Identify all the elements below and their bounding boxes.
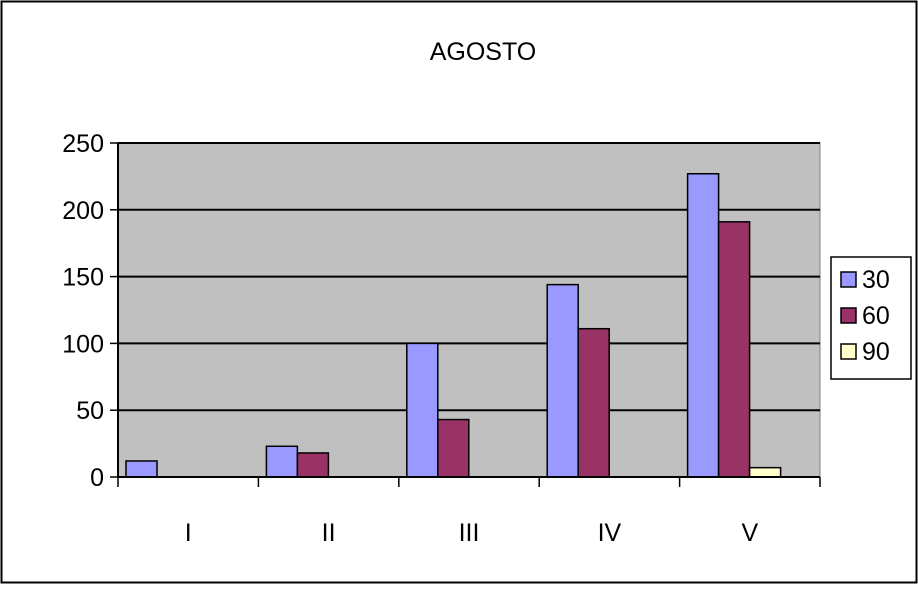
x-tick-label: II: [322, 519, 336, 547]
x-tick-label: III: [459, 519, 480, 547]
y-tick-label: 0: [90, 464, 104, 492]
legend-label-90: 90: [862, 338, 890, 366]
bar-60-V: [719, 222, 750, 477]
bar-60-IV: [578, 329, 609, 477]
y-tick-label: 50: [76, 397, 104, 425]
bar-30-IV: [547, 285, 578, 477]
legend-label-30: 30: [862, 266, 890, 294]
x-tick-label: IV: [598, 519, 622, 547]
bar-30-V: [688, 174, 719, 477]
bar-30-III: [407, 343, 438, 477]
bar-30-II: [266, 446, 297, 477]
legend-swatch-30: [841, 272, 856, 287]
bar-60-II: [297, 453, 328, 477]
y-tick-label: 150: [62, 264, 104, 292]
y-tick-label: 200: [62, 197, 104, 225]
bar-90-V: [750, 468, 781, 477]
x-tick-label: I: [185, 519, 192, 547]
y-tick-label: 100: [62, 330, 104, 358]
legend: 30 60 90: [831, 257, 911, 379]
legend-swatch-60: [841, 308, 856, 323]
bar-30-I: [126, 461, 157, 477]
legend-label-60: 60: [862, 302, 890, 330]
legend-swatch-90: [841, 344, 856, 359]
x-tick-label: V: [741, 519, 758, 547]
bar-60-III: [438, 420, 469, 477]
chart-title: AGOSTO: [430, 38, 537, 66]
y-tick-label: 250: [62, 130, 104, 158]
